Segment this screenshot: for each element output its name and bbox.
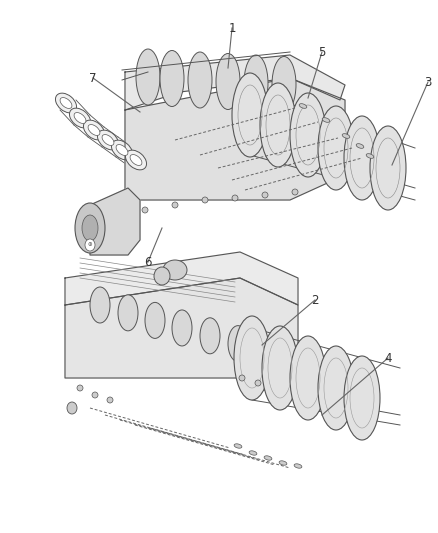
Ellipse shape [234,444,242,448]
Ellipse shape [98,130,119,150]
Ellipse shape [125,150,147,170]
Polygon shape [125,78,345,200]
Ellipse shape [342,134,350,139]
Ellipse shape [188,52,212,108]
Ellipse shape [318,346,354,430]
Ellipse shape [60,98,72,108]
Ellipse shape [82,215,98,241]
Text: 1: 1 [228,21,236,35]
Ellipse shape [111,140,133,160]
Ellipse shape [172,310,192,346]
Ellipse shape [370,126,406,210]
Ellipse shape [279,461,287,465]
Polygon shape [125,55,345,110]
Ellipse shape [84,120,105,140]
Ellipse shape [290,93,326,177]
Ellipse shape [56,93,77,113]
Ellipse shape [70,108,91,128]
Ellipse shape [228,326,248,361]
Ellipse shape [172,202,178,208]
Ellipse shape [318,106,354,190]
Ellipse shape [74,112,86,124]
Ellipse shape [77,385,83,391]
Ellipse shape [366,154,374,158]
Ellipse shape [130,155,142,165]
Ellipse shape [344,116,380,200]
Ellipse shape [322,118,330,123]
Ellipse shape [102,134,114,146]
Ellipse shape [163,260,187,280]
Ellipse shape [290,336,326,420]
Ellipse shape [116,144,128,156]
Ellipse shape [160,51,184,107]
Ellipse shape [299,104,307,108]
Ellipse shape [142,207,148,213]
Text: 2: 2 [311,294,319,306]
Text: 3: 3 [424,76,432,88]
Ellipse shape [264,456,272,460]
Ellipse shape [292,189,298,195]
Ellipse shape [118,295,138,331]
Ellipse shape [232,195,238,201]
Polygon shape [65,278,298,378]
Text: ⊕: ⊕ [88,243,92,247]
Ellipse shape [92,392,98,398]
Ellipse shape [85,239,95,251]
Ellipse shape [356,144,364,148]
Ellipse shape [239,375,245,381]
Ellipse shape [216,53,240,109]
Ellipse shape [260,83,296,167]
Ellipse shape [344,356,380,440]
Ellipse shape [202,197,208,203]
Ellipse shape [90,287,110,323]
Text: 5: 5 [318,45,326,59]
Ellipse shape [255,380,261,386]
Ellipse shape [75,203,105,253]
Ellipse shape [67,402,77,414]
Ellipse shape [107,397,113,403]
Ellipse shape [88,125,100,135]
Ellipse shape [272,56,296,112]
Ellipse shape [234,316,270,400]
Ellipse shape [232,73,268,157]
Ellipse shape [154,267,170,285]
Ellipse shape [262,192,268,198]
Ellipse shape [145,302,165,338]
Ellipse shape [244,55,268,111]
Ellipse shape [200,318,220,354]
Polygon shape [90,188,140,255]
Text: 4: 4 [384,351,392,365]
Text: 6: 6 [144,255,152,269]
Ellipse shape [262,326,298,410]
Ellipse shape [249,451,257,455]
Polygon shape [65,252,298,305]
Ellipse shape [136,49,160,105]
Ellipse shape [294,464,302,468]
Text: 7: 7 [89,71,97,85]
